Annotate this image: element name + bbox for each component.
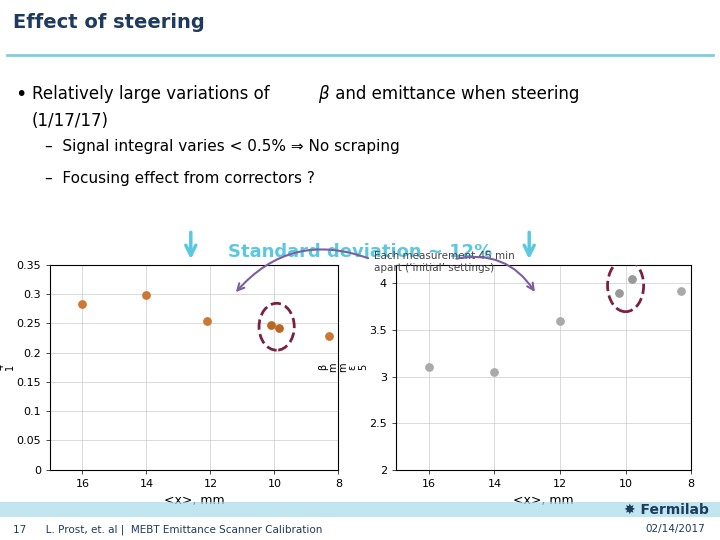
Text: Relatively large variations of: Relatively large variations of — [32, 85, 275, 103]
Point — [76, 300, 88, 309]
Text: β: β — [318, 85, 328, 103]
Point — [423, 363, 435, 372]
Bar — [0, 502, 720, 517]
Text: 02/14/2017: 02/14/2017 — [646, 524, 706, 535]
Point — [613, 288, 625, 297]
Text: (1/17/17): (1/17/17) — [32, 112, 109, 130]
Y-axis label: β
m
m
ε
5: β m m ε 5 — [318, 362, 368, 372]
X-axis label: <x>, mm: <x>, mm — [164, 495, 225, 508]
Text: Each measurement 45 min
apart (‘initial’ settings): Each measurement 45 min apart (‘initial’… — [374, 251, 515, 273]
Point — [489, 368, 500, 376]
Text: 17      L. Prost, et. al |  MEBT Emittance Scanner Calibration: 17 L. Prost, et. al | MEBT Emittance Sca… — [13, 524, 323, 535]
FancyArrowPatch shape — [186, 232, 196, 255]
FancyArrowPatch shape — [238, 249, 368, 291]
Text: and emittance when steering: and emittance when steering — [330, 85, 580, 103]
Text: ✸ Fermilab: ✸ Fermilab — [624, 503, 709, 517]
Point — [675, 286, 687, 295]
Text: –  Signal integral varies < 0.5% ⇒ No scraping: – Signal integral varies < 0.5% ⇒ No scr… — [45, 139, 400, 154]
FancyArrowPatch shape — [524, 232, 534, 255]
Point — [626, 274, 638, 283]
Text: –  Focusing effect from correctors ?: – Focusing effect from correctors ? — [45, 171, 315, 186]
Point — [140, 291, 152, 299]
Text: Effect of steering: Effect of steering — [13, 13, 204, 32]
Text: Standard deviation ~ 12%: Standard deviation ~ 12% — [228, 242, 492, 261]
Point — [266, 321, 277, 329]
Point — [554, 316, 566, 325]
FancyArrowPatch shape — [456, 257, 534, 290]
Point — [202, 317, 213, 326]
X-axis label: <x>, mm: <x>, mm — [513, 495, 574, 508]
Point — [323, 332, 335, 340]
Text: •: • — [15, 85, 27, 104]
Point — [274, 323, 285, 332]
Y-axis label: β
m
m
m
4
1: β m m m 4 1 — [0, 362, 15, 372]
